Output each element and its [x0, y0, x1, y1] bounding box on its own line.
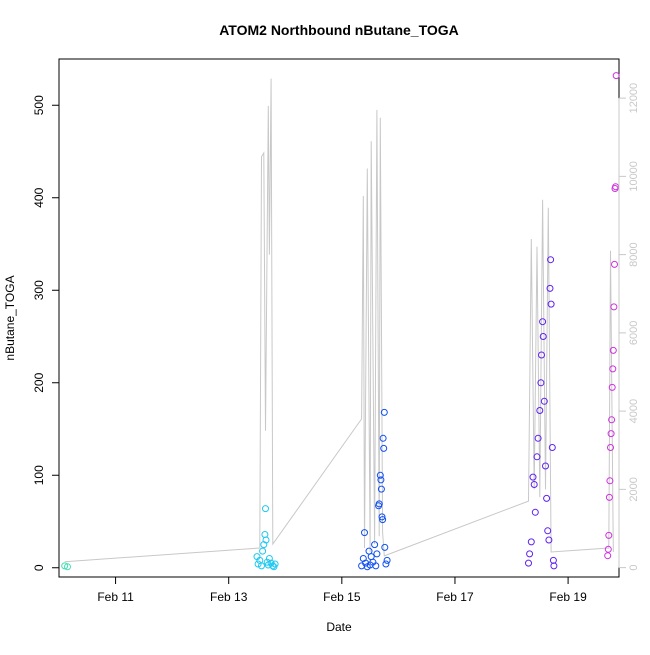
- data-point: [607, 444, 614, 451]
- data-point: [269, 562, 277, 570]
- points-layer: [61, 72, 620, 571]
- y2-tick-label: 10000: [628, 161, 640, 192]
- data-point: [609, 346, 617, 354]
- y-axis-label: nButane_TOGA: [3, 275, 17, 360]
- y-tick-label: 500: [32, 95, 46, 115]
- data-point: [610, 303, 618, 311]
- data-point: [362, 559, 370, 567]
- y2-tick-label: 6000: [628, 321, 640, 345]
- data-point: [604, 545, 612, 553]
- data-point: [607, 430, 615, 438]
- data-point: [529, 473, 537, 481]
- data-point: [262, 505, 269, 513]
- series-5: [604, 72, 620, 560]
- data-point: [550, 562, 558, 570]
- x-tick-label: Feb 17: [436, 590, 474, 604]
- data-point: [258, 562, 265, 570]
- data-point: [377, 476, 385, 484]
- data-point: [61, 562, 69, 570]
- data-point: [604, 552, 612, 560]
- data-point: [380, 408, 388, 416]
- data-point: [611, 260, 618, 268]
- axes-layer: Feb 11 Feb 13 Feb 15 Feb 17 Feb 19 0 100 200 300…: [32, 83, 640, 604]
- data-point: [380, 444, 388, 452]
- data-point: [547, 300, 555, 308]
- series-3: [358, 408, 391, 571]
- data-point: [378, 513, 386, 521]
- data-point: [608, 383, 616, 391]
- plot-box: [58, 58, 620, 578]
- data-point: [536, 407, 544, 414]
- data-point: [533, 453, 541, 461]
- y2-tick-label: 12000: [628, 83, 640, 114]
- data-point: [544, 527, 552, 535]
- data-point: [546, 284, 554, 292]
- x-tick-label: Feb 19: [549, 590, 587, 604]
- data-point: [538, 351, 545, 359]
- data-point: [531, 508, 539, 516]
- data-point: [261, 531, 269, 538]
- data-point: [605, 531, 613, 539]
- data-point: [373, 550, 381, 558]
- y-tick-label: 200: [32, 372, 46, 392]
- series-1: [61, 562, 71, 571]
- data-point: [526, 550, 534, 558]
- data-point: [547, 256, 555, 264]
- data-point: [379, 434, 387, 442]
- data-point: [539, 318, 547, 326]
- data-point: [379, 516, 387, 524]
- y2-tick-label: 2000: [628, 477, 640, 501]
- y2-tick-label: 8000: [628, 242, 640, 266]
- data-point: [609, 365, 617, 373]
- data-point: [537, 379, 545, 387]
- data-point: [540, 397, 548, 405]
- line-series-layer: [64, 78, 614, 563]
- data-point: [545, 536, 553, 544]
- secondary-line-series: [64, 78, 614, 563]
- data-point: [265, 555, 273, 562]
- y-tick-label: 300: [32, 280, 46, 300]
- y2-tick-label: 4000: [628, 399, 640, 423]
- data-point: [271, 560, 279, 568]
- data-point: [539, 333, 547, 340]
- data-point: [376, 471, 384, 479]
- data-point: [372, 562, 380, 570]
- series-2: [253, 505, 279, 571]
- data-point: [262, 536, 270, 544]
- data-point: [606, 477, 614, 485]
- data-point: [382, 560, 390, 568]
- data-point: [542, 462, 549, 470]
- data-point: [530, 481, 538, 488]
- data-point: [605, 493, 613, 501]
- data-point: [543, 494, 551, 502]
- x-tick-label: Feb 13: [210, 590, 248, 604]
- data-point: [612, 72, 620, 80]
- y2-tick-label: 0: [628, 565, 640, 571]
- data-point: [259, 547, 267, 555]
- data-point: [254, 560, 262, 568]
- data-point: [367, 553, 375, 561]
- x-axis-label: Date: [326, 620, 352, 634]
- data-point: [377, 485, 385, 493]
- data-point: [534, 434, 542, 442]
- chart-title: ATOM2 Northbound nButane_TOGA: [219, 22, 459, 38]
- data-point: [375, 500, 383, 508]
- data-point: [64, 563, 71, 571]
- data-point: [371, 541, 379, 549]
- y-tick-label: 400: [32, 187, 46, 207]
- y-tick-label: 0: [32, 564, 46, 571]
- data-point: [608, 416, 616, 424]
- data-point: [383, 556, 391, 564]
- data-point: [381, 543, 389, 551]
- x-tick-label: Feb 15: [323, 590, 361, 604]
- series-4: [525, 256, 558, 570]
- data-point: [527, 538, 535, 546]
- x-tick-label: Feb 11: [97, 590, 134, 604]
- data-point: [361, 529, 368, 537]
- data-point: [548, 444, 556, 451]
- y-tick-label: 100: [32, 465, 46, 485]
- data-point: [525, 559, 532, 567]
